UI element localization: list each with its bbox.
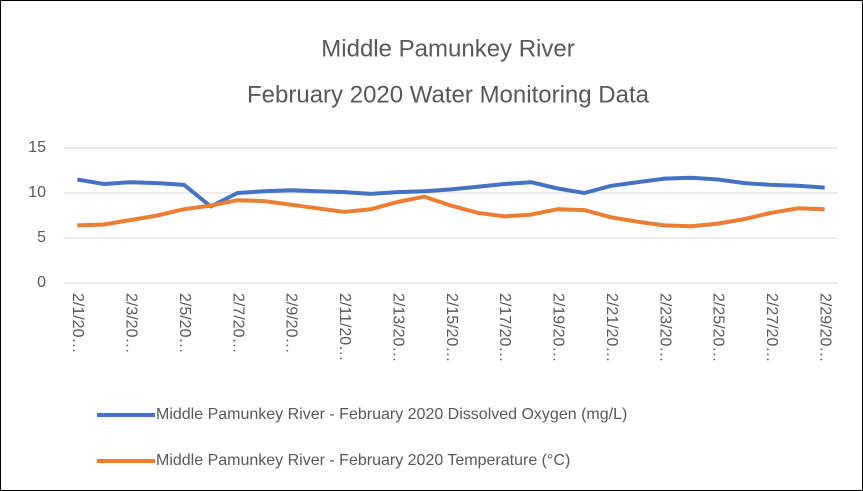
legend-label: Middle Pamunkey River - February 2020 Di… <box>156 406 627 423</box>
x-tick-label: 2/19/20… <box>550 293 567 362</box>
x-tick-label: 2/7/20… <box>229 293 246 353</box>
y-tick-label: 10 <box>28 184 46 201</box>
x-tick-label: 2/3/20… <box>122 293 139 353</box>
chart-title: February 2020 Water Monitoring Data <box>247 81 650 108</box>
data-line <box>77 175 825 209</box>
x-tick-label: 2/29/20… <box>816 293 833 362</box>
x-tick-label: 2/1/20… <box>69 293 86 353</box>
x-tick-label: 2/11/20… <box>336 293 353 361</box>
x-tick-label: 2/15/20… <box>443 293 460 362</box>
x-tick-label: 2/21/20… <box>603 293 620 362</box>
x-tick-label: 2/25/20… <box>710 293 727 362</box>
legend-label: Middle Pamunkey River - February 2020 Te… <box>156 452 570 469</box>
data-line <box>77 194 825 229</box>
x-tick-label: 2/17/20… <box>496 293 513 362</box>
x-tick-label: 2/13/20… <box>389 293 406 362</box>
y-tick-label: 15 <box>28 139 46 156</box>
y-tick-label: 5 <box>37 229 46 246</box>
chart-title: Middle Pamunkey River <box>321 35 574 62</box>
y-tick-label: 0 <box>37 274 46 291</box>
x-tick-label: 2/23/20… <box>656 293 673 362</box>
x-tick-label: 2/5/20… <box>176 293 193 353</box>
x-tick-label: 2/27/20… <box>763 293 780 362</box>
x-tick-label: 2/9/20… <box>283 293 300 353</box>
